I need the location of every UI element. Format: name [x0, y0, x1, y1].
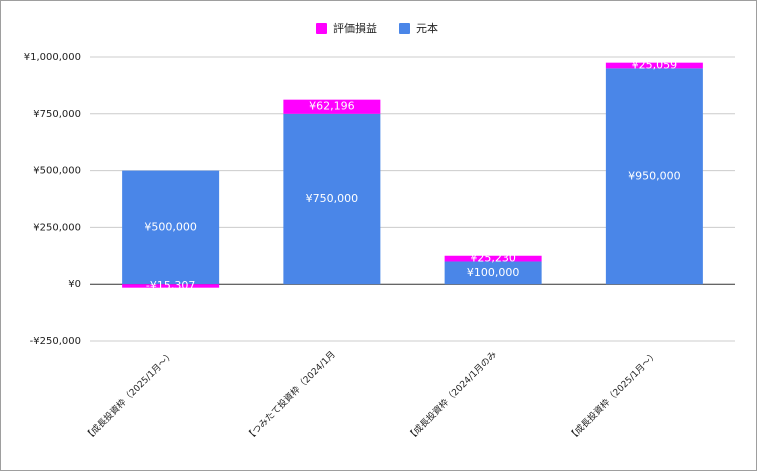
y-tick-label: ¥750,000 [33, 109, 81, 120]
bar [605, 68, 703, 285]
y-tick-label: ¥500,000 [33, 166, 81, 177]
legend-swatch [399, 23, 410, 34]
bar [605, 62, 703, 69]
legend-swatch [316, 23, 327, 34]
value-label: ¥25,059 [632, 59, 678, 72]
bar [122, 170, 220, 285]
bar [283, 99, 381, 114]
value-label: ¥950,000 [628, 169, 681, 182]
y-tick-label: ¥250,000 [33, 222, 81, 233]
value-label: ¥750,000 [306, 192, 359, 205]
value-label: ¥100,000 [467, 266, 520, 279]
y-tick-label: -¥250,000 [30, 336, 81, 347]
bar [122, 284, 220, 288]
bar [283, 113, 381, 285]
value-label: -¥15,307 [146, 279, 195, 292]
legend-label: 元本 [416, 21, 438, 35]
value-label: ¥62,196 [309, 100, 355, 113]
legend-label: 評価損益 [333, 21, 377, 35]
bar [444, 255, 542, 262]
y-tick-label: ¥0 [68, 279, 81, 290]
bar [444, 261, 542, 285]
y-tick-label: ¥1,000,000 [24, 52, 81, 63]
value-label: ¥500,000 [144, 220, 197, 233]
value-label: ¥25,230 [470, 252, 516, 265]
